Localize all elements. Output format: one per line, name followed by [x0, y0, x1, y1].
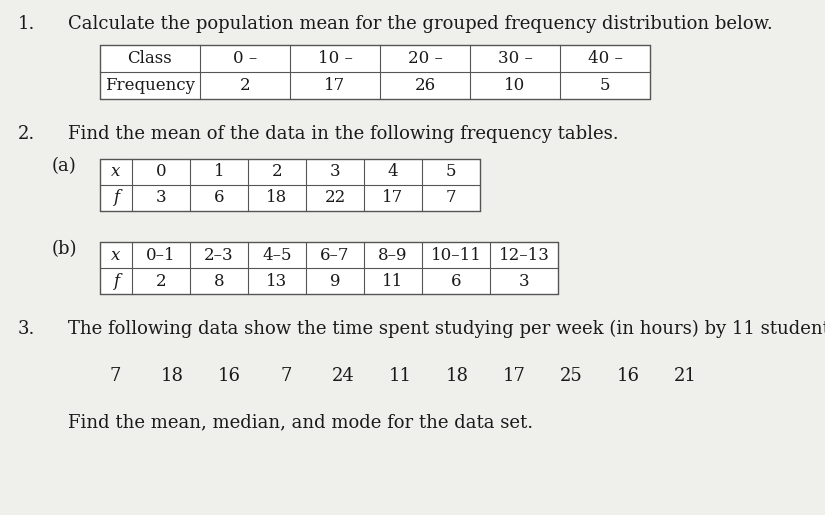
Text: 6: 6	[214, 190, 224, 207]
Text: 10 –: 10 –	[318, 50, 352, 67]
Text: 4: 4	[388, 163, 398, 180]
Text: 8–9: 8–9	[378, 247, 408, 264]
Text: 2: 2	[240, 77, 250, 94]
Text: 3: 3	[156, 190, 167, 207]
Text: Find the mean of the data in the following frequency tables.: Find the mean of the data in the followi…	[68, 125, 619, 143]
Text: 1.: 1.	[18, 15, 35, 33]
Text: 2.: 2.	[18, 125, 35, 143]
Bar	[100, 45, 650, 99]
Text: 1: 1	[214, 163, 224, 180]
Text: Calculate the population mean for the grouped frequency distribution below.: Calculate the population mean for the gr…	[68, 15, 773, 33]
Text: 8: 8	[214, 272, 224, 289]
Text: 3: 3	[519, 272, 530, 289]
Text: Class: Class	[128, 50, 172, 67]
Text: Find the mean, median, and mode for the data set.: Find the mean, median, and mode for the …	[68, 413, 533, 431]
Text: 2: 2	[156, 272, 167, 289]
Text: 6–7: 6–7	[320, 247, 350, 264]
Text: 5: 5	[600, 77, 610, 94]
Text: 0: 0	[156, 163, 167, 180]
Text: 7: 7	[109, 367, 120, 385]
Text: 40 –: 40 –	[587, 50, 622, 67]
Text: 17: 17	[324, 77, 346, 94]
Text: 18: 18	[446, 367, 469, 385]
Text: 2–3: 2–3	[205, 247, 233, 264]
Text: 12–13: 12–13	[498, 247, 549, 264]
Text: f: f	[113, 272, 119, 289]
Text: 24: 24	[332, 367, 355, 385]
Bar	[100, 242, 558, 294]
Text: 13: 13	[266, 272, 288, 289]
Text: 7: 7	[446, 190, 456, 207]
Text: 21: 21	[673, 367, 696, 385]
Text: 0–1: 0–1	[146, 247, 176, 264]
Text: 5: 5	[446, 163, 456, 180]
Text: 18: 18	[266, 190, 288, 207]
Bar	[100, 159, 480, 211]
Text: (b): (b)	[52, 240, 78, 258]
Text: 9: 9	[330, 272, 340, 289]
Text: 17: 17	[502, 367, 526, 385]
Text: 0 –: 0 –	[233, 50, 257, 67]
Text: The following data show the time spent studying per week (in hours) by 11 studen: The following data show the time spent s…	[68, 320, 825, 338]
Text: 25: 25	[559, 367, 582, 385]
Text: 4–5: 4–5	[262, 247, 292, 264]
Text: x: x	[111, 247, 120, 264]
Text: Frequency: Frequency	[105, 77, 195, 94]
Text: 16: 16	[616, 367, 639, 385]
Text: 22: 22	[324, 190, 346, 207]
Text: 18: 18	[161, 367, 183, 385]
Text: 2: 2	[271, 163, 282, 180]
Text: 11: 11	[389, 367, 412, 385]
Text: f: f	[113, 190, 119, 207]
Text: 11: 11	[382, 272, 403, 289]
Text: 17: 17	[382, 190, 403, 207]
Text: 3: 3	[330, 163, 340, 180]
Text: x: x	[111, 163, 120, 180]
Text: 10–11: 10–11	[431, 247, 482, 264]
Text: 26: 26	[414, 77, 436, 94]
Text: 20 –: 20 –	[408, 50, 442, 67]
Text: 30 –: 30 –	[497, 50, 532, 67]
Text: 10: 10	[504, 77, 526, 94]
Text: 7: 7	[280, 367, 292, 385]
Text: 6: 6	[450, 272, 461, 289]
Text: 16: 16	[218, 367, 241, 385]
Text: 3.: 3.	[18, 320, 35, 338]
Text: (a): (a)	[52, 157, 77, 175]
